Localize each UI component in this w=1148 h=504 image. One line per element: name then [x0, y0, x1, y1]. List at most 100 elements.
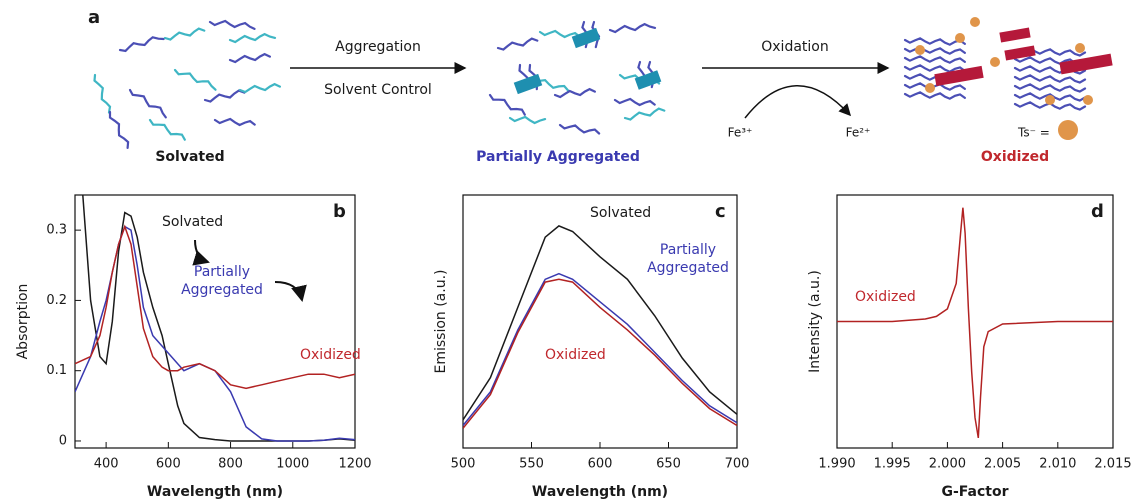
- x-axis-label: Wavelength (nm): [532, 484, 668, 500]
- dopant: [915, 45, 925, 55]
- polymer-chain: [903, 91, 966, 100]
- x-tick-label: 1000: [276, 457, 309, 472]
- panel-letter: c: [715, 201, 726, 222]
- polymer-chain: [173, 68, 217, 91]
- plot-frame: [74, 194, 356, 449]
- x-tick-label: 500: [451, 457, 476, 472]
- polymer-chain: [203, 89, 246, 103]
- polymer-chain: [623, 107, 666, 121]
- x-tick-label: 1.995: [874, 457, 911, 472]
- polymer-chain: [128, 88, 167, 119]
- polymer-chain: [228, 32, 277, 44]
- dopant: [1075, 43, 1085, 53]
- x-tick-label: 2.005: [984, 457, 1021, 472]
- x-tick-label: 2.015: [1094, 457, 1131, 472]
- y-axis-label: Emission (a.u.): [433, 269, 449, 373]
- aggregate: [571, 27, 601, 49]
- aggregate: [513, 73, 543, 95]
- panel-letter: a: [88, 7, 100, 28]
- polymer-chain: [148, 118, 186, 141]
- reagent: Fe³⁺: [728, 126, 753, 140]
- state-label: Solvated: [155, 149, 224, 165]
- state-label: Oxidized: [981, 149, 1049, 165]
- polymer-chain: [238, 82, 281, 94]
- series-line: [463, 225, 737, 421]
- polymer-chain: [903, 82, 966, 91]
- annotation: Oxidized: [545, 347, 606, 363]
- y-tick-label: 0.1: [46, 363, 67, 378]
- dopant: [990, 57, 1000, 67]
- x-tick-label: 700: [725, 457, 750, 472]
- polymer-chain: [93, 73, 112, 114]
- polymer-chain: [553, 87, 596, 99]
- polymer-chain: [903, 37, 966, 46]
- x-tick-label: 550: [519, 457, 544, 472]
- polymer-chain: [508, 115, 547, 125]
- state-label: Partially Aggregated: [476, 149, 640, 165]
- y-axis-label: Absorption: [15, 284, 31, 360]
- x-tick-label: 600: [588, 457, 613, 472]
- dopant: [955, 33, 965, 43]
- panel-letter: b: [333, 201, 346, 222]
- x-axis-label: G-Factor: [941, 484, 1008, 500]
- oxidized-aggregate: [1059, 53, 1113, 75]
- dopant: [970, 17, 980, 27]
- polymer-chain: [903, 46, 966, 55]
- x-tick-label: 800: [218, 457, 243, 472]
- dopant: [925, 83, 935, 93]
- reagent: Fe²⁺: [846, 126, 871, 140]
- series-line: [463, 272, 737, 426]
- series-line: [75, 224, 355, 390]
- polymer-chain: [163, 27, 206, 41]
- series-line: [837, 207, 1113, 439]
- x-axis-label: Wavelength (nm): [147, 484, 283, 500]
- x-tick-label: 1.990: [818, 457, 855, 472]
- polymer-chain: [903, 64, 966, 73]
- polymer-chain: [538, 29, 581, 39]
- y-axis-label: Intensity (a.u.): [807, 270, 823, 373]
- oxidized-aggregate: [1004, 45, 1036, 61]
- polymer-chain: [558, 123, 601, 135]
- polymer-chain: [1013, 92, 1087, 102]
- x-tick-label: 1200: [338, 457, 371, 472]
- annotation: Partially Aggregated: [181, 264, 263, 298]
- polymer-chain: [496, 37, 539, 51]
- annotation: Solvated: [590, 205, 651, 221]
- polymer-chain: [118, 36, 165, 53]
- y-tick-label: 0.3: [46, 223, 67, 238]
- x-tick-label: 650: [656, 457, 681, 472]
- polymer-chain: [1013, 83, 1087, 93]
- polymer-chain: [108, 110, 130, 149]
- polymer-chain: [903, 55, 966, 64]
- dopant: [1083, 95, 1093, 105]
- scheme: a Aggregation Solvent Control Oxidation …: [88, 7, 1113, 165]
- annotation: Partially Aggregated: [647, 242, 729, 276]
- annotation: Solvated: [162, 214, 223, 230]
- series-line: [463, 278, 737, 429]
- dopant: [1045, 95, 1055, 105]
- aggregate: [634, 70, 662, 90]
- x-tick-label: 2.010: [1039, 457, 1076, 472]
- polymer-chain: [608, 22, 657, 34]
- step-label: Aggregation: [335, 39, 421, 55]
- panel-letter: d: [1091, 201, 1104, 222]
- annotation: Oxidized: [300, 347, 361, 363]
- polymer-chain: [1013, 74, 1087, 84]
- y-tick-label: 0: [59, 433, 67, 448]
- series-line: [75, 225, 355, 442]
- dopant-icon: [1058, 120, 1078, 140]
- x-tick-label: 2.000: [929, 457, 966, 472]
- x-tick-label: 600: [156, 457, 181, 472]
- curved-arrow: [744, 85, 852, 119]
- y-tick-label: 0.2: [46, 293, 67, 308]
- curved-arrow: [274, 281, 307, 302]
- polymer-chain: [213, 117, 256, 127]
- dopant-label: Ts⁻ =: [1017, 126, 1050, 140]
- polymer-chain: [488, 93, 526, 116]
- polymer-chain: [613, 97, 656, 107]
- step-label: Oxidation: [761, 39, 828, 55]
- polymer-chain: [208, 19, 256, 30]
- polymer-chain: [228, 52, 271, 64]
- step-sublabel: Solvent Control: [324, 82, 432, 98]
